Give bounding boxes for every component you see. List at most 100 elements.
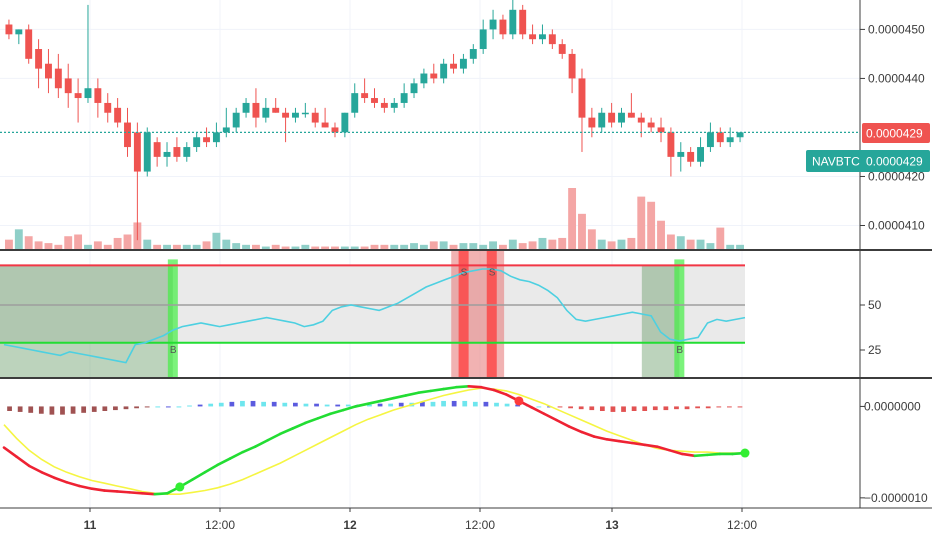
candle-body: [667, 132, 675, 157]
volume-bar: [143, 239, 152, 250]
candle-body: [361, 93, 369, 99]
cross-marker: [740, 448, 750, 458]
momentum-line-segment: [366, 399, 383, 405]
momentum-line-segment: [567, 425, 584, 434]
histogram-bar: [621, 406, 626, 412]
oscillator-axis-label: 25: [868, 343, 882, 357]
histogram-bar: [737, 406, 743, 408]
volume-bar: [429, 241, 438, 250]
momentum-axis[interactable]: 0.0000000 −0.0000010: [860, 399, 928, 505]
histogram-bar: [536, 406, 542, 408]
histogram-bar: [345, 404, 351, 407]
histogram-bar: [335, 404, 341, 407]
histogram-bar: [652, 406, 658, 411]
candle-body: [568, 53, 576, 79]
time-axis-label: 12: [343, 518, 357, 532]
momentum-line-segment: [316, 412, 332, 420]
candle-body: [430, 73, 438, 79]
momentum-line-segment: [530, 406, 546, 416]
volume-bar: [153, 244, 162, 250]
volume-bar: [350, 246, 359, 250]
volume-bar: [222, 239, 231, 250]
candle-body: [410, 83, 418, 94]
candle-body: [5, 24, 13, 35]
candlesticks: [5, 0, 744, 241]
last-price-badge: 0.0000429: [862, 123, 930, 143]
histogram-bar: [494, 402, 499, 407]
candle-body: [440, 63, 448, 79]
time-axis[interactable]: 11 12:00 12 12:00 13 12:00: [84, 508, 758, 532]
histogram-bar: [197, 404, 203, 407]
volume-bar: [380, 244, 389, 250]
symbol-price-badge: NAVBTC 0.0000429: [806, 150, 930, 172]
symbol-name: NAVBTC: [812, 155, 860, 169]
time-axis-label: 12:00: [205, 518, 235, 532]
volume-bar: [696, 239, 705, 250]
momentum-line-segment: [15, 455, 31, 468]
price-axis[interactable]: 0.0000450 0.0000440 0.0000420 0.0000410: [860, 22, 925, 232]
volume-bar: [370, 244, 379, 250]
histogram-bar: [38, 406, 44, 414]
candle-body: [341, 112, 349, 133]
histogram-bar: [60, 406, 65, 415]
oscillator-axis[interactable]: 50 25: [860, 298, 882, 357]
candle-body: [627, 112, 635, 118]
histogram-bar: [557, 406, 563, 408]
histogram-bar: [398, 402, 404, 407]
candle-body: [637, 117, 645, 123]
volume-bar: [617, 239, 626, 250]
volume-bar: [459, 243, 468, 250]
candle-body: [687, 151, 695, 162]
volume-bar: [331, 246, 339, 250]
candle-body: [736, 132, 744, 138]
momentum-line-segment: [417, 389, 433, 395]
momentum-line-segment: [153, 491, 169, 496]
histogram-bar: [49, 406, 55, 415]
candle-body: [183, 147, 191, 157]
candle-body: [380, 102, 388, 108]
volume-bar: [360, 246, 369, 250]
volume-bar: [647, 201, 656, 250]
candle-body: [499, 19, 507, 35]
volume-bar: [172, 244, 181, 250]
histogram-bar: [144, 406, 150, 408]
histogram-bar: [547, 406, 552, 408]
candle-body: [489, 19, 497, 30]
volume-bar: [93, 241, 102, 250]
histogram-bar: [324, 404, 330, 407]
volume-bar: [538, 237, 547, 250]
volume-bar: [508, 239, 517, 250]
histogram-bar: [642, 406, 648, 411]
volume-bar: [548, 239, 557, 250]
volume-bar: [419, 244, 428, 250]
momentum-line-segment: [216, 457, 232, 467]
histogram-bar: [17, 406, 23, 412]
momentum-line-segment: [241, 445, 257, 454]
histogram-bar: [229, 401, 235, 407]
histogram-bar: [176, 406, 182, 408]
volume-bar: [449, 244, 458, 250]
candle-body: [450, 63, 457, 69]
candle-body: [35, 49, 43, 69]
buy-zone: [0, 265, 173, 377]
histogram-bar: [727, 406, 732, 408]
volume-bar: [716, 227, 725, 250]
volume-bar: [578, 213, 586, 250]
price-axis-label: 0.0000450: [868, 22, 925, 36]
volume-bar: [340, 246, 349, 250]
volume-bar: [657, 220, 665, 250]
volume-bar: [232, 243, 241, 250]
momentum-line-segment: [655, 445, 671, 452]
time-axis-label: 13: [605, 518, 619, 532]
volume-bar: [252, 244, 260, 250]
cross-marker: [514, 396, 524, 406]
sell-marker: S: [489, 267, 496, 278]
histogram-bar: [208, 403, 214, 407]
candle-body: [351, 93, 359, 113]
momentum-line-segment: [680, 452, 697, 458]
volume-bar: [202, 241, 211, 250]
candle-body: [25, 29, 33, 59]
histogram-bar: [292, 402, 298, 407]
histogram-bar: [599, 406, 605, 411]
